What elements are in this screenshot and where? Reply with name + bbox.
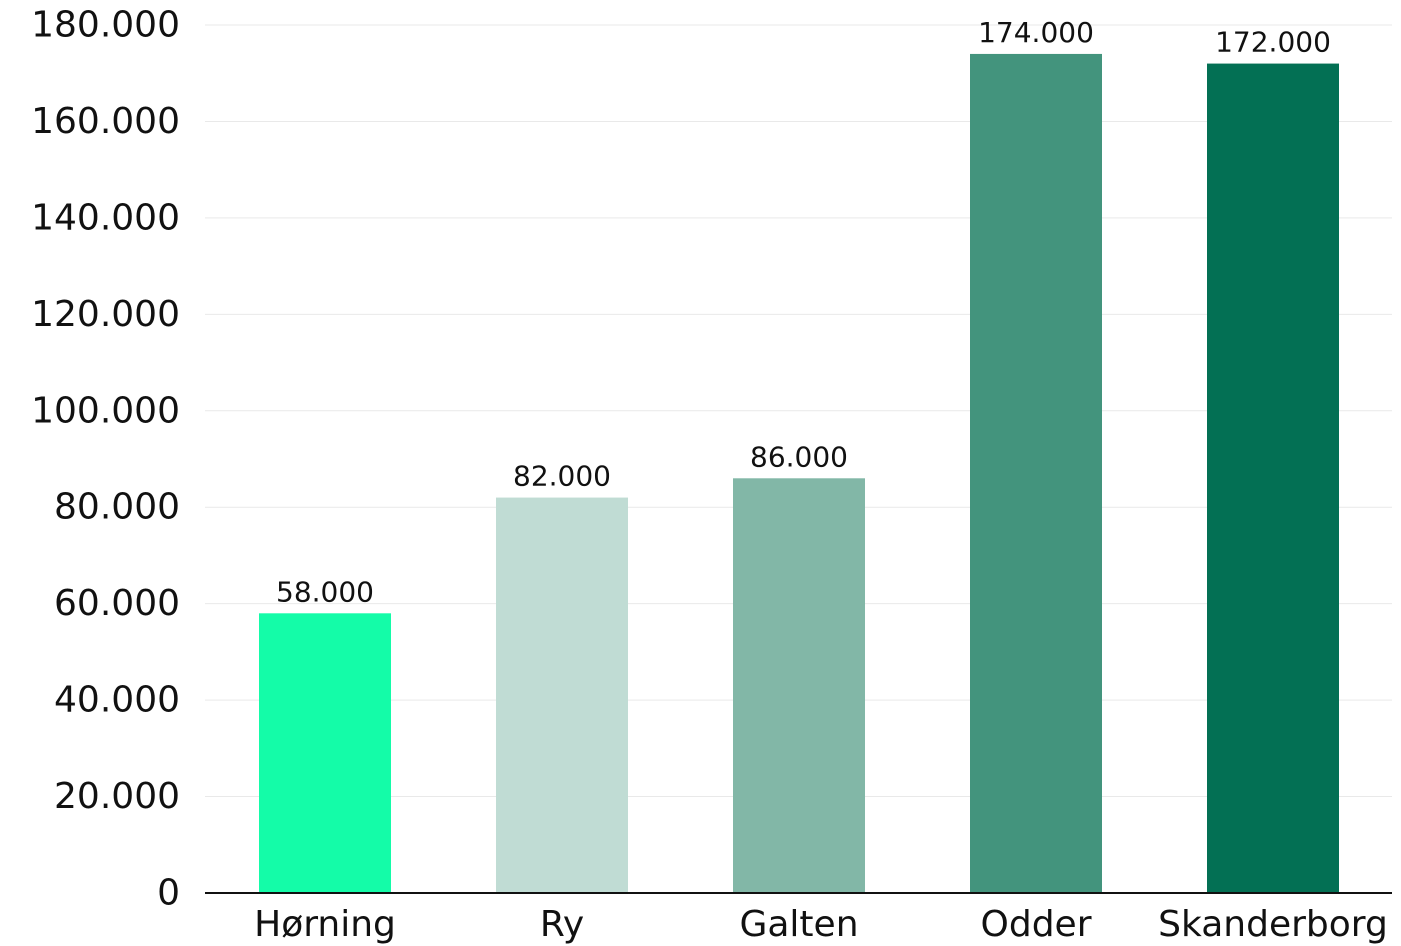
gridlines <box>205 24 1392 798</box>
x-axis-ticks: Hørning Ry Galten Odder Skanderborg <box>254 904 1388 945</box>
x-tick-label: Hørning <box>254 904 396 945</box>
y-tick-label: 160.000 <box>31 101 180 142</box>
bar <box>259 613 391 893</box>
x-tick-label: Galten <box>739 904 858 945</box>
data-label: 82.000 <box>513 460 611 493</box>
y-tick-label: 180.000 <box>31 5 180 46</box>
y-tick-label: 60.000 <box>54 583 180 624</box>
data-label: 174.000 <box>978 16 1094 49</box>
bar <box>1207 63 1339 894</box>
y-tick-label: 40.000 <box>54 680 180 721</box>
x-tick-label: Skanderborg <box>1158 904 1388 945</box>
y-tick-label: 140.000 <box>31 197 180 238</box>
data-label: 58.000 <box>276 575 374 608</box>
y-tick-label: 20.000 <box>54 776 180 817</box>
data-label: 172.000 <box>1215 26 1331 59</box>
bar <box>733 478 865 893</box>
x-tick-label: Odder <box>981 904 1092 945</box>
bars <box>259 53 1339 894</box>
bar <box>496 497 628 893</box>
y-tick-label: 100.000 <box>31 390 180 431</box>
y-tick-label: 80.000 <box>54 487 180 528</box>
data-label: 86.000 <box>750 440 848 473</box>
y-tick-label: 0 <box>157 873 180 914</box>
bar <box>970 53 1102 893</box>
y-tick-label: 120.000 <box>31 294 180 335</box>
x-tick-label: Ry <box>540 904 584 945</box>
y-axis-ticks: 0 20.000 40.000 60.000 80.000 100.000 120.000 1… <box>31 5 180 914</box>
data-labels: 58.000 82.000 86.000 174.000 172.000 <box>276 16 1331 608</box>
